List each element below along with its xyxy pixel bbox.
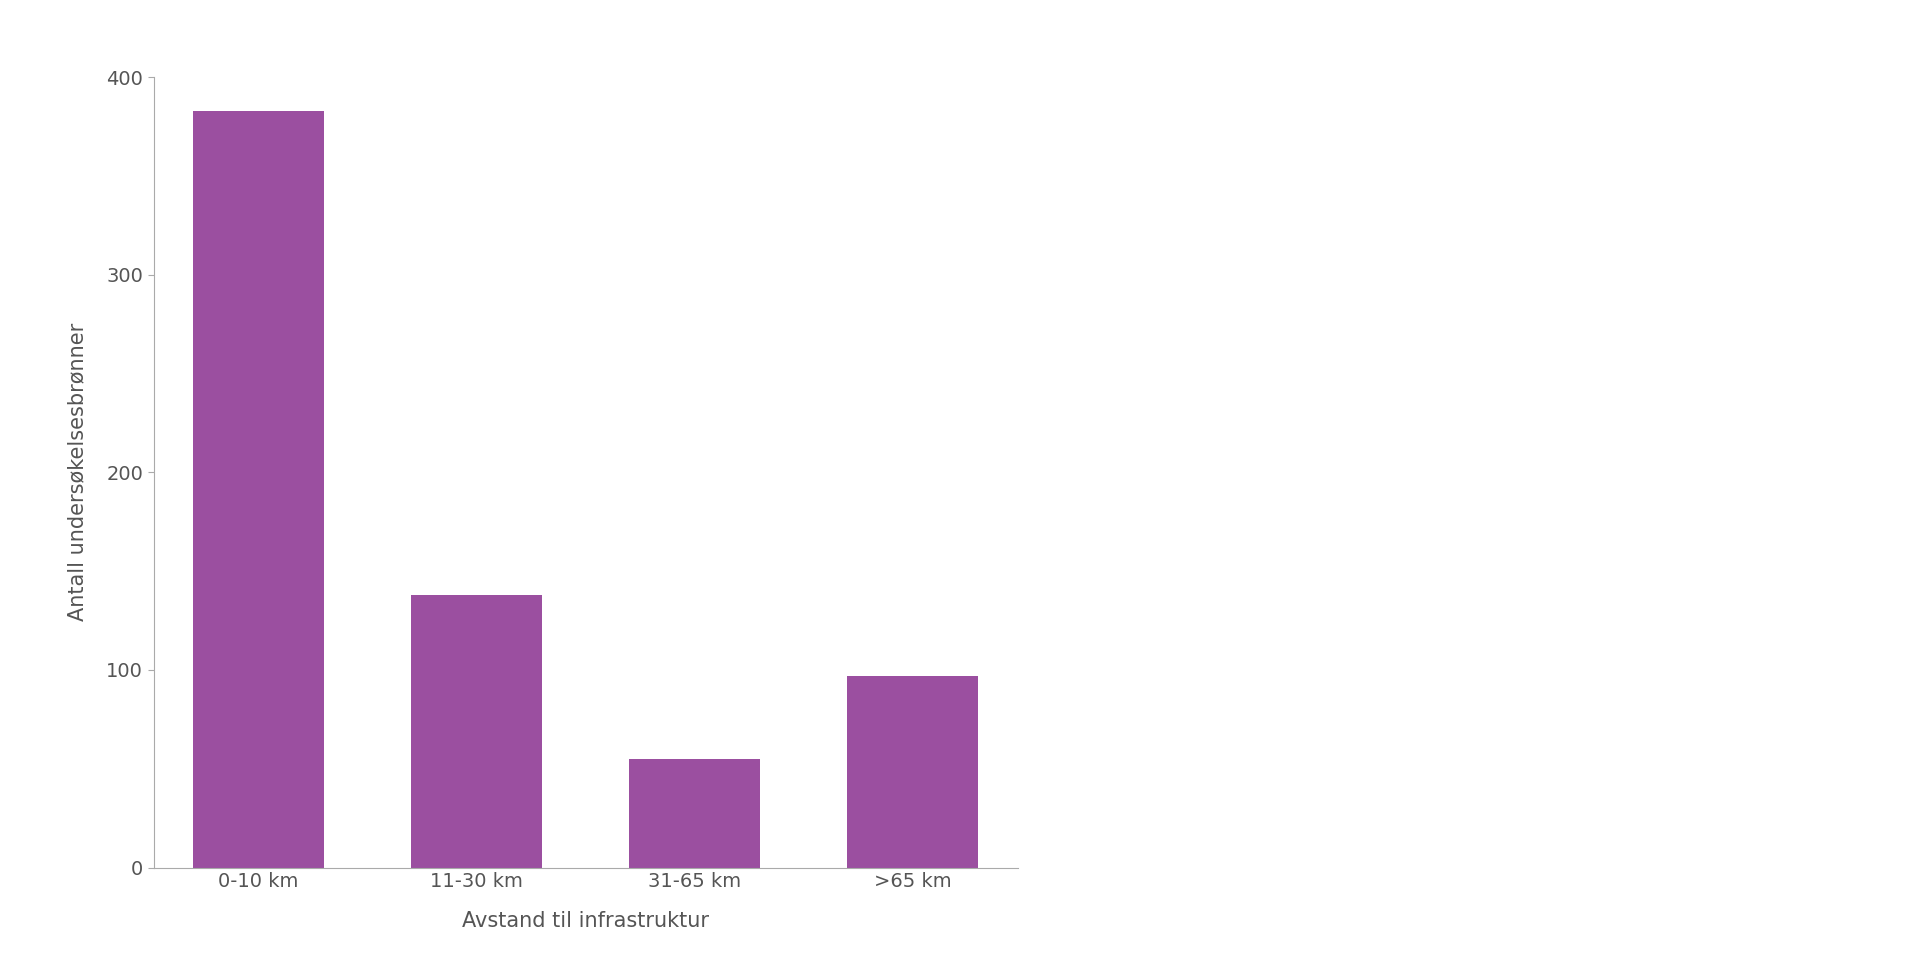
Bar [630,759,760,868]
Bar [411,595,541,868]
Y-axis label: Antall undersøkelsesbrønner: Antall undersøkelsesbrønner [67,323,86,622]
Bar [192,111,324,868]
Bar [847,676,979,868]
X-axis label: Avstand til infrastruktur: Avstand til infrastruktur [463,911,708,931]
